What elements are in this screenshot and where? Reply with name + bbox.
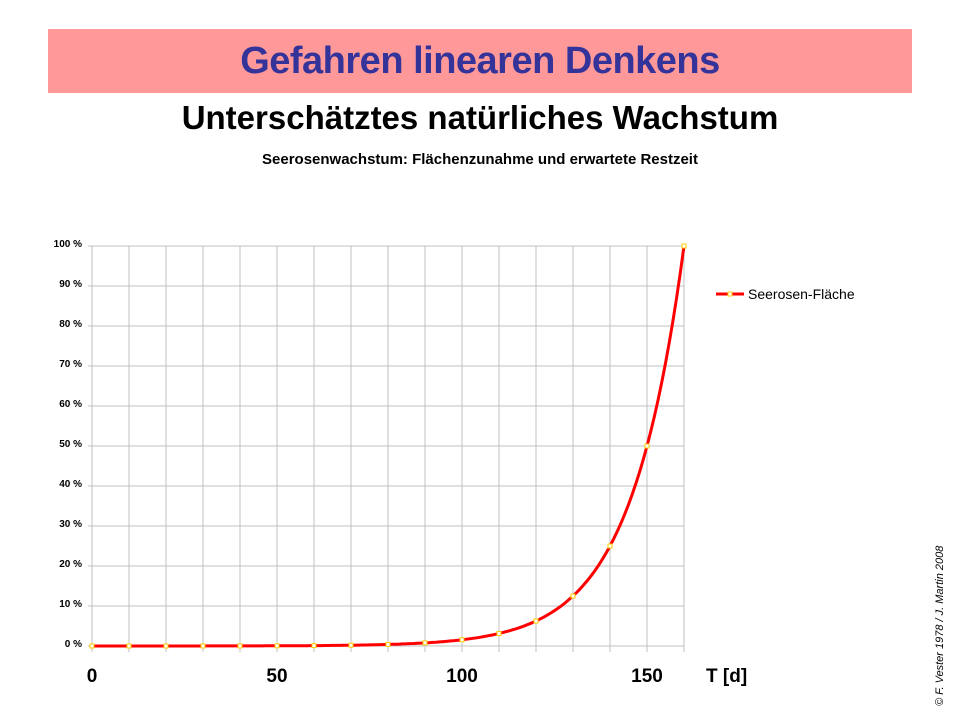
- y-tick-label: 50 %: [59, 439, 82, 450]
- chart-title: Seerosenwachstum: Flächenzunahme und erw…: [262, 151, 698, 168]
- data-point-marker: [311, 643, 317, 649]
- data-point-marker: [681, 243, 687, 249]
- y-tick-label: 40 %: [59, 479, 82, 490]
- banner-title: Gefahren linearen Denkens: [240, 39, 720, 82]
- data-point-marker: [348, 642, 354, 648]
- y-tick-label: 90 %: [59, 279, 82, 290]
- series-markers: [89, 243, 687, 649]
- legend-label: Seerosen-Fläche: [748, 286, 855, 302]
- data-point-marker: [163, 643, 169, 649]
- data-point-marker: [89, 643, 95, 649]
- data-point-marker: [644, 443, 650, 449]
- x-tick-label: 150: [631, 666, 663, 687]
- data-point-marker: [274, 643, 280, 649]
- y-tick-label: 100 %: [53, 239, 82, 250]
- slide-subtitle: Unterschätztes natürliches Wachstum: [181, 99, 779, 136]
- title-banner: Gefahren linearen Denkens: [48, 29, 912, 93]
- chart-grid: [88, 245, 685, 652]
- x-tick-label: 100: [446, 666, 478, 687]
- data-point-marker: [607, 543, 613, 549]
- data-point-marker: [533, 618, 539, 624]
- data-point-marker: [422, 640, 428, 646]
- y-tick-label: 60 %: [59, 399, 82, 410]
- y-tick-label: 70 %: [59, 359, 82, 370]
- data-point-marker: [126, 643, 132, 649]
- y-tick-label: 80 %: [59, 319, 82, 330]
- data-point-marker: [237, 643, 243, 649]
- data-point-marker: [570, 593, 576, 599]
- chart-legend: Seerosen-Fläche: [716, 286, 855, 302]
- data-point-marker: [459, 637, 465, 643]
- y-tick-label: 20 %: [59, 559, 82, 570]
- copyright-note: © F. Vester 1978 / J. Martin 2008: [934, 545, 946, 706]
- y-tick-label: 30 %: [59, 519, 82, 530]
- y-tick-label: 0 %: [64, 639, 82, 650]
- x-tick-label: 50: [266, 666, 288, 687]
- x-tick-label: 0: [86, 666, 98, 687]
- y-tick-label: 10 %: [59, 599, 82, 610]
- legend-line-marker-icon: [716, 291, 744, 297]
- data-point-marker: [200, 643, 206, 649]
- data-point-marker: [496, 631, 502, 636]
- data-point-marker: [385, 641, 391, 647]
- x-axis-label: T [d]: [706, 666, 748, 687]
